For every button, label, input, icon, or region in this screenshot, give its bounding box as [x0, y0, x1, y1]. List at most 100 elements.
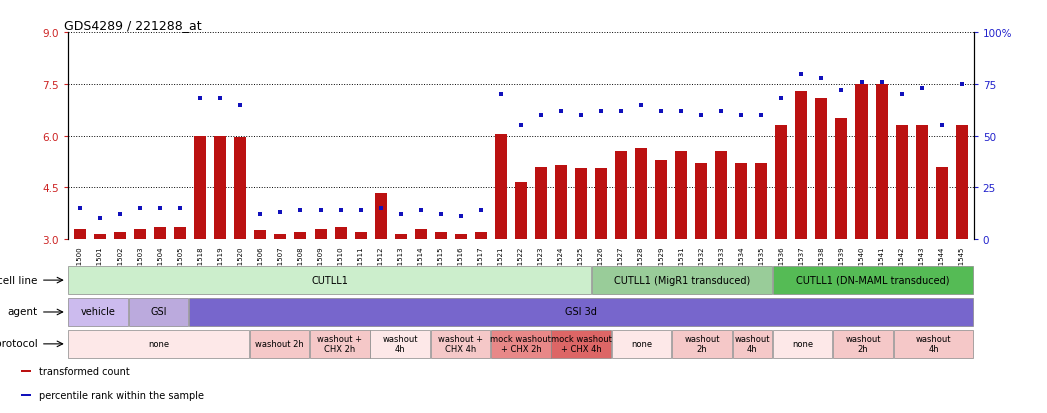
Bar: [855, 85, 868, 240]
Point: [632, 102, 649, 109]
Text: percentile rank within the sample: percentile rank within the sample: [40, 390, 204, 400]
Text: CUTLL1 (MigR1 transduced): CUTLL1 (MigR1 transduced): [614, 275, 750, 285]
Point: [472, 207, 489, 214]
Text: cell line: cell line: [0, 275, 38, 285]
Point: [913, 85, 930, 92]
Point: [312, 207, 329, 214]
Point: [893, 92, 910, 98]
Point: [533, 112, 550, 119]
Bar: [314, 229, 327, 240]
Point: [954, 81, 971, 88]
Bar: [936, 167, 948, 240]
Point: [373, 205, 389, 212]
Point: [152, 205, 169, 212]
Bar: [555, 166, 567, 240]
Text: transformed count: transformed count: [40, 366, 130, 376]
Bar: [249, 330, 309, 358]
Point: [112, 211, 129, 218]
Point: [452, 214, 469, 220]
Text: agent: agent: [7, 306, 38, 317]
Bar: [134, 229, 147, 240]
Bar: [74, 229, 86, 240]
Bar: [675, 152, 687, 240]
Text: mock washout
+ CHX 4h: mock washout + CHX 4h: [551, 334, 611, 353]
Bar: [395, 235, 406, 240]
Point: [833, 88, 850, 94]
Bar: [615, 152, 627, 240]
Bar: [776, 126, 787, 240]
Text: none: none: [631, 339, 652, 348]
Point: [332, 207, 349, 214]
Bar: [733, 330, 772, 358]
Point: [873, 79, 890, 86]
Point: [432, 211, 449, 218]
Point: [512, 123, 529, 129]
Bar: [816, 98, 827, 240]
Bar: [552, 330, 611, 358]
Point: [793, 71, 809, 78]
Bar: [415, 229, 427, 240]
Point: [172, 205, 188, 212]
Bar: [611, 330, 671, 358]
Point: [252, 211, 269, 218]
Point: [211, 96, 228, 102]
Point: [292, 207, 309, 214]
Bar: [294, 233, 307, 240]
Bar: [695, 164, 707, 240]
Bar: [274, 235, 287, 240]
Bar: [895, 126, 908, 240]
Text: mock washout
+ CHX 2h: mock washout + CHX 2h: [490, 334, 552, 353]
Point: [192, 96, 208, 102]
Text: GSI: GSI: [151, 306, 166, 317]
Text: GDS4289 / 221288_at: GDS4289 / 221288_at: [64, 19, 201, 32]
Text: none: none: [148, 339, 170, 348]
Bar: [371, 330, 430, 358]
Point: [553, 108, 570, 115]
Bar: [375, 193, 386, 240]
Point: [814, 75, 830, 82]
Bar: [956, 126, 967, 240]
Text: washout
4h: washout 4h: [382, 334, 418, 353]
Point: [92, 216, 109, 222]
Point: [652, 108, 669, 115]
Bar: [875, 85, 888, 240]
Text: vehicle: vehicle: [81, 306, 115, 317]
Bar: [235, 138, 246, 240]
Bar: [154, 228, 166, 240]
Bar: [495, 135, 507, 240]
Bar: [592, 267, 772, 294]
Point: [232, 102, 249, 109]
Point: [693, 112, 710, 119]
Bar: [655, 160, 667, 240]
Bar: [755, 164, 767, 240]
Bar: [515, 183, 527, 240]
Bar: [254, 231, 266, 240]
Bar: [491, 330, 551, 358]
Bar: [68, 267, 591, 294]
Point: [492, 92, 509, 98]
Point: [352, 207, 369, 214]
Text: GSI 3d: GSI 3d: [565, 306, 597, 317]
Bar: [916, 126, 928, 240]
Text: none: none: [793, 339, 814, 348]
Bar: [310, 330, 370, 358]
Point: [413, 207, 429, 214]
Text: washout
2h: washout 2h: [845, 334, 881, 353]
Text: washout
4h: washout 4h: [916, 334, 952, 353]
Point: [673, 108, 690, 115]
Text: washout 2h: washout 2h: [255, 339, 304, 348]
Point: [593, 108, 609, 115]
Bar: [575, 169, 587, 240]
Bar: [215, 136, 226, 240]
Text: washout
2h: washout 2h: [685, 334, 719, 353]
Point: [713, 108, 730, 115]
Text: CUTLL1 (DN-MAML transduced): CUTLL1 (DN-MAML transduced): [797, 275, 950, 285]
Bar: [595, 169, 607, 240]
Bar: [833, 330, 893, 358]
Point: [753, 112, 770, 119]
Bar: [535, 167, 547, 240]
Point: [132, 205, 149, 212]
Bar: [715, 152, 728, 240]
Bar: [129, 299, 188, 326]
Bar: [672, 330, 732, 358]
